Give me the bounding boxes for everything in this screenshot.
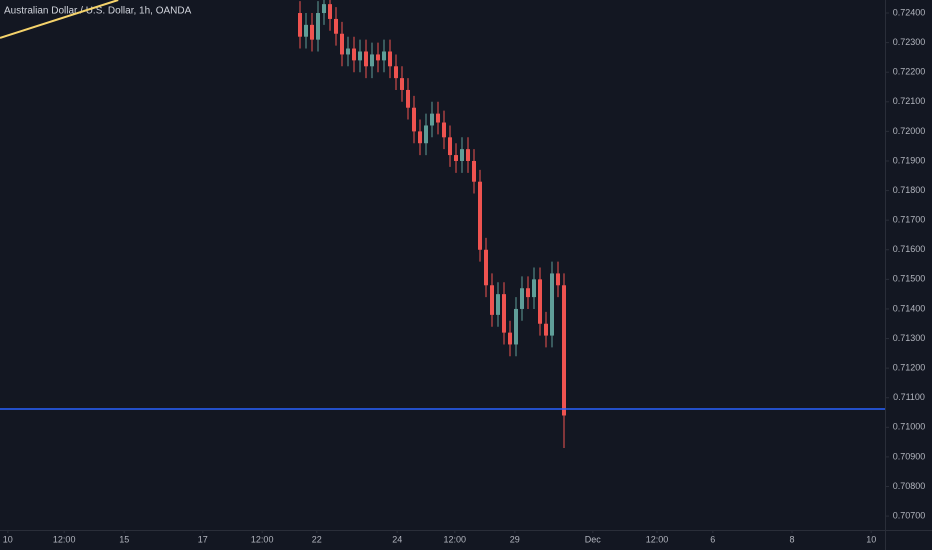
candle-body bbox=[424, 125, 428, 144]
candle-body bbox=[430, 113, 434, 126]
x-tick-label: 29 bbox=[510, 534, 520, 544]
y-tick-label: 0.71600 bbox=[893, 244, 926, 254]
y-tick-label: 0.72300 bbox=[893, 37, 926, 47]
candle-body bbox=[454, 155, 458, 161]
candle-body bbox=[514, 308, 518, 345]
candle-body bbox=[382, 51, 386, 61]
candle-body bbox=[322, 4, 326, 14]
y-tick-label: 0.71700 bbox=[893, 215, 926, 225]
candle-body bbox=[562, 285, 566, 416]
candle-body bbox=[400, 78, 404, 90]
candle-body bbox=[538, 279, 542, 324]
x-tick-label: 6 bbox=[710, 534, 715, 544]
candle-body bbox=[490, 285, 494, 315]
x-tick-label: 10 bbox=[3, 534, 13, 544]
candle-body bbox=[472, 160, 476, 182]
candle-body bbox=[298, 13, 302, 37]
y-tick-label: 0.70900 bbox=[893, 451, 926, 461]
trend-line bbox=[0, 0, 119, 39]
x-tick-label: 17 bbox=[198, 534, 208, 544]
candle-body bbox=[418, 131, 422, 144]
x-tick-label: 12:00 bbox=[646, 534, 669, 544]
x-tick-label: 24 bbox=[392, 534, 402, 544]
candle-body bbox=[448, 137, 452, 156]
candle-body bbox=[478, 181, 482, 250]
y-tick-label: 0.72100 bbox=[893, 96, 926, 106]
candle-body bbox=[334, 18, 338, 34]
y-tick-label: 0.71300 bbox=[893, 333, 926, 343]
y-tick-label: 0.72400 bbox=[893, 7, 926, 17]
candle-body bbox=[346, 48, 350, 55]
x-tick-label: 12:00 bbox=[444, 534, 467, 544]
candle-body bbox=[328, 4, 332, 19]
candle-body bbox=[412, 107, 416, 132]
candle-body bbox=[526, 288, 530, 298]
y-tick-label: 0.71500 bbox=[893, 274, 926, 284]
candle-body bbox=[532, 279, 536, 298]
candle-body bbox=[388, 51, 392, 67]
y-tick-label: 0.71100 bbox=[893, 392, 925, 402]
y-tick-label: 0.71800 bbox=[893, 185, 926, 195]
candle-body bbox=[340, 33, 344, 55]
candle-body bbox=[544, 323, 548, 336]
x-tick-label: 22 bbox=[312, 534, 322, 544]
candle-body bbox=[310, 24, 314, 40]
candle-body bbox=[508, 332, 512, 345]
candle-body bbox=[466, 149, 470, 161]
y-tick-label: 0.71200 bbox=[893, 363, 926, 373]
candle-body bbox=[316, 13, 320, 40]
candle-body bbox=[496, 294, 500, 315]
y-tick-label: 0.71400 bbox=[893, 303, 926, 313]
x-tick-label: 12:00 bbox=[251, 534, 274, 544]
candle-body bbox=[550, 273, 554, 336]
candle-body bbox=[484, 249, 488, 286]
candle-body bbox=[556, 273, 560, 286]
candle-body bbox=[502, 294, 506, 333]
candle-body bbox=[304, 24, 308, 37]
candle-body bbox=[358, 51, 362, 61]
candle-body bbox=[436, 113, 440, 123]
candle-body bbox=[394, 66, 398, 79]
y-tick-label: 0.72200 bbox=[893, 67, 926, 77]
x-tick-label: Dec bbox=[585, 534, 602, 544]
chart-title: Australian Dollar / U.S. Dollar, 1h, OAN… bbox=[4, 6, 192, 17]
candle-body bbox=[442, 122, 446, 138]
candle-body bbox=[520, 288, 524, 309]
candle-body bbox=[460, 149, 464, 161]
candle-body bbox=[406, 89, 410, 108]
candle-body bbox=[376, 54, 380, 61]
candle-body bbox=[370, 54, 374, 67]
y-tick-label: 0.70800 bbox=[893, 481, 926, 491]
x-tick-label: 15 bbox=[119, 534, 129, 544]
y-tick-label: 0.72000 bbox=[893, 126, 926, 136]
y-tick-label: 0.70700 bbox=[893, 510, 926, 520]
x-tick-label: 8 bbox=[789, 534, 794, 544]
x-tick-label: 10 bbox=[866, 534, 876, 544]
candle-body bbox=[364, 51, 368, 67]
y-tick-label: 0.71000 bbox=[893, 422, 926, 432]
y-tick-label: 0.71900 bbox=[893, 155, 926, 165]
x-tick-label: 12:00 bbox=[53, 534, 76, 544]
candle-body bbox=[352, 48, 356, 61]
